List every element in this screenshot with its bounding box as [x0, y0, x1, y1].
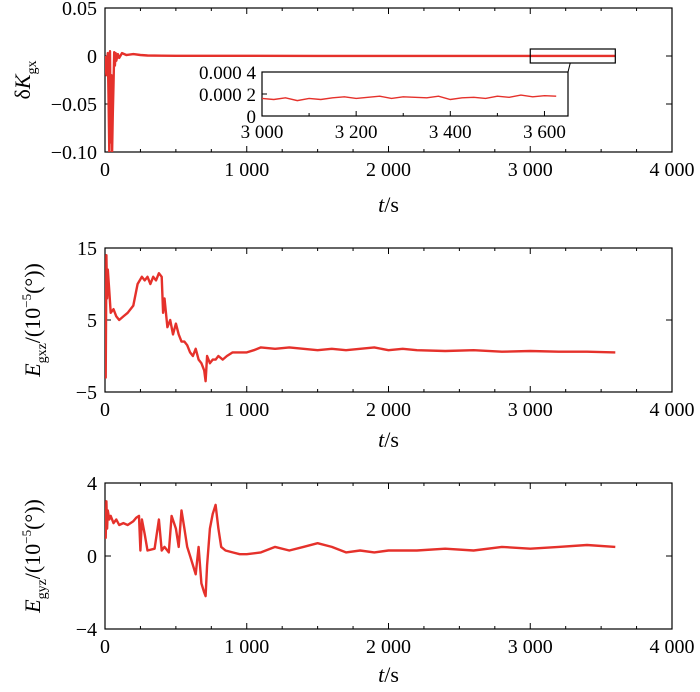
inset-plot: 3 000 3 200 3 400 3 600 0.000 40.000 20: [199, 63, 569, 143]
zoom-connector: [567, 62, 571, 73]
x-tick-label: 0: [100, 399, 110, 421]
inset-x-tick-label: 3 400: [429, 122, 472, 143]
y-tick-label: 15: [77, 238, 97, 260]
panel-top: 0 1 000 2 000 3 000 4 000 0.05 0 −0.05 −0.10 t/s δ…: [10, 0, 695, 217]
y-tick-label: 5: [87, 310, 97, 332]
x-tick-label: 4 000: [650, 159, 695, 181]
y-tick-label: 4: [87, 473, 97, 495]
y-tick-label: 0: [87, 546, 97, 568]
x-tick-label: 4 000: [650, 636, 695, 658]
inset-frame: [261, 71, 569, 117]
x-tick-label: 0: [100, 636, 110, 658]
y-axis-label: δKgx: [10, 60, 40, 99]
x-axis-label: t/s: [378, 192, 399, 217]
y-axis-label: Egyz/(10−5(°)): [19, 499, 50, 614]
x-tick-label: 4 000: [650, 399, 695, 421]
y-tick-label: −0.05: [51, 94, 97, 116]
panel-middle: 0 1 000 2 000 3 000 4 000 15 5 −5 t/s Egxz/(10−5(…: [19, 238, 695, 452]
x-tick-label: 0: [100, 159, 110, 181]
series-line: [105, 50, 616, 152]
x-tick-label: 3 000: [508, 636, 553, 658]
series-line: [105, 253, 616, 383]
y-tick-label: −5: [76, 382, 97, 404]
x-tick-label: 2 000: [366, 636, 411, 658]
x-axis-label: t/s: [378, 427, 399, 452]
y-tick-label: −0.10: [51, 142, 97, 164]
y-tick-label: 0: [87, 46, 97, 68]
plot-frame: [104, 247, 673, 393]
x-tick-label: 2 000: [366, 399, 411, 421]
y-tick-label: −4: [76, 619, 97, 641]
y-axis-label: Egxz/(10−5(°)): [19, 263, 50, 378]
x-tick-label: 2 000: [366, 159, 411, 181]
inset-series-line: [261, 94, 557, 102]
inset-x-tick-label: 3 000: [241, 122, 284, 143]
x-axis-label: t/s: [378, 662, 399, 687]
series-line: [105, 500, 616, 598]
x-tick-label: 3 000: [508, 159, 553, 181]
x-tick-label: 1 000: [224, 399, 269, 421]
inset-x-tick-label: 3 600: [523, 122, 566, 143]
zoom-annotation: [529, 48, 616, 73]
inset-y-tick-label: 0: [247, 107, 257, 128]
x-tick-label: 3 000: [508, 399, 553, 421]
inset-x-tick-label: 3 200: [335, 122, 378, 143]
x-tick-label: 1 000: [224, 636, 269, 658]
zoom-box: [529, 48, 616, 64]
x-tick-label: 1 000: [224, 159, 269, 181]
inset-y-tick-label: 0.000 2: [199, 85, 256, 106]
inset-y-tick-label: 0.000 4: [199, 63, 257, 84]
y-tick-label: 0.05: [62, 0, 97, 20]
